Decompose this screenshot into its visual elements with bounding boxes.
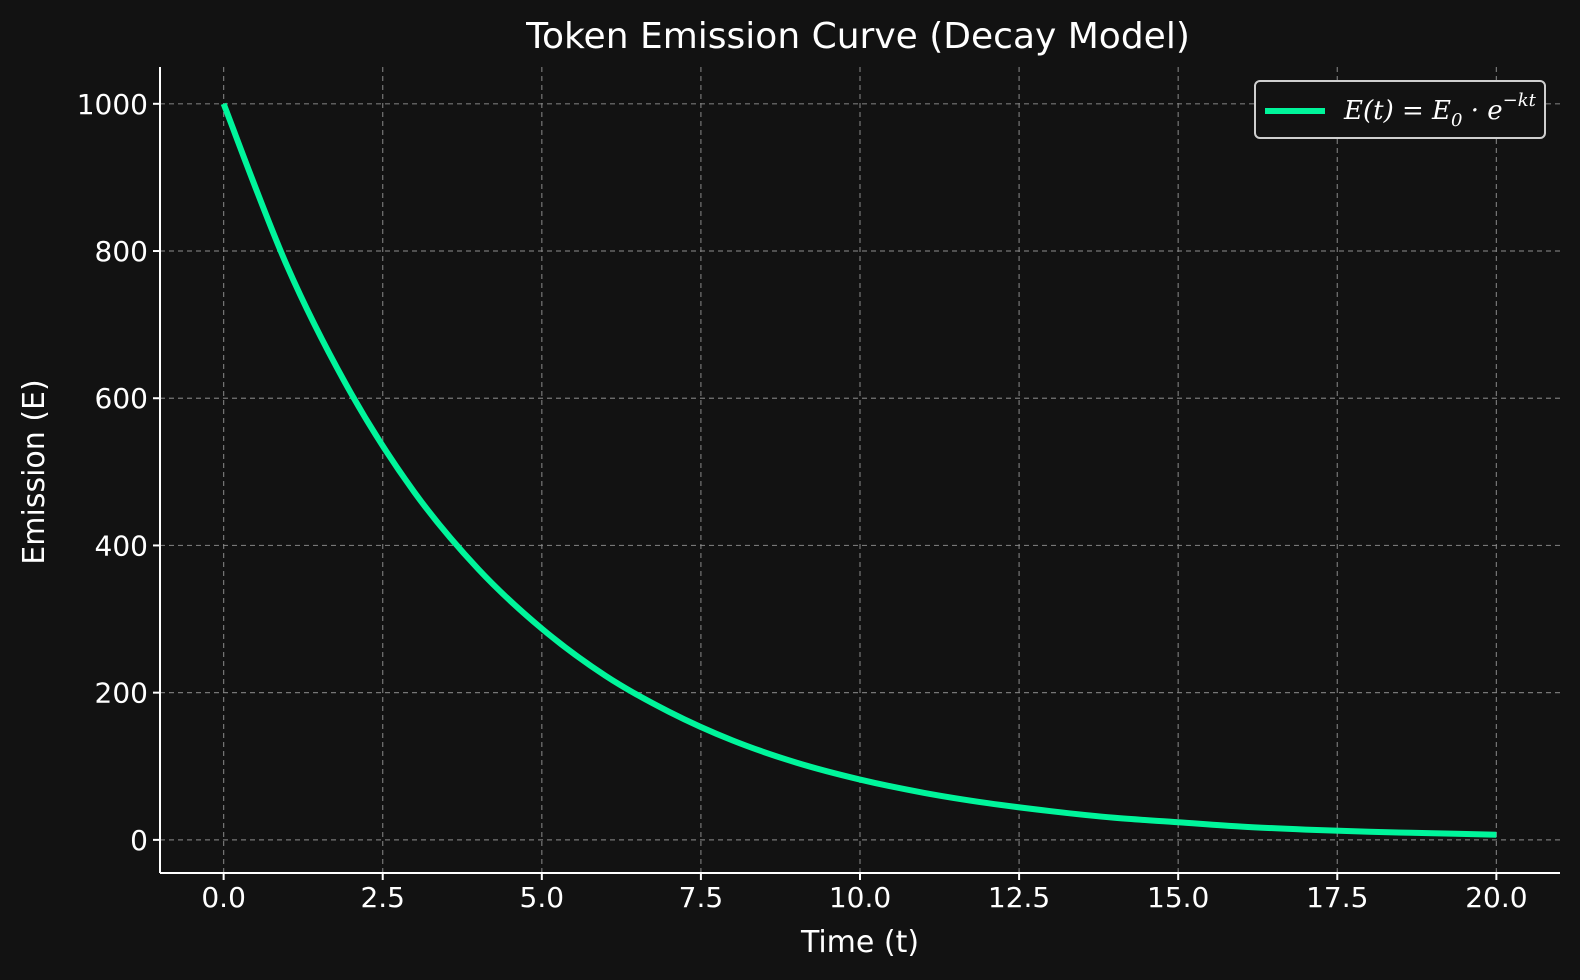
y-tick-label: 1000: [77, 88, 148, 121]
y-tick-label: 800: [95, 235, 148, 268]
x-tick-label: 10.0: [829, 881, 891, 914]
x-tick-label: 17.5: [1306, 881, 1368, 914]
x-tick-label: 0.0: [201, 881, 246, 914]
x-tick-label: 15.0: [1147, 881, 1209, 914]
y-tick-label: 400: [95, 529, 148, 562]
y-axis-label: Emission (E): [17, 379, 52, 564]
grid-layer: [160, 67, 1560, 873]
x-tick-label: 12.5: [988, 881, 1050, 914]
y-tick-label: 600: [95, 382, 148, 415]
x-tick-label: 2.5: [360, 881, 405, 914]
legend: E(t) = E0 · e−kt: [1254, 80, 1546, 139]
ticks-layer: 0.0 2.5 5.0 7.5 10.0 12.5 15.0 17.5 20.0 0 200 400 6…: [77, 88, 1528, 914]
x-tick-label: 7.5: [679, 881, 724, 914]
series-line: [220, 102, 1497, 838]
y-tick-label: 200: [95, 677, 148, 710]
series-layer: [220, 102, 1497, 838]
chart-title: Token Emission Curve (Decay Model): [525, 16, 1190, 57]
x-tick-label: 20.0: [1465, 881, 1527, 914]
x-tick-label: 5.0: [520, 881, 565, 914]
y-tick-label: 0: [130, 824, 148, 857]
x-axis-label: Time (t): [800, 925, 919, 960]
legend-box: [1254, 80, 1546, 139]
